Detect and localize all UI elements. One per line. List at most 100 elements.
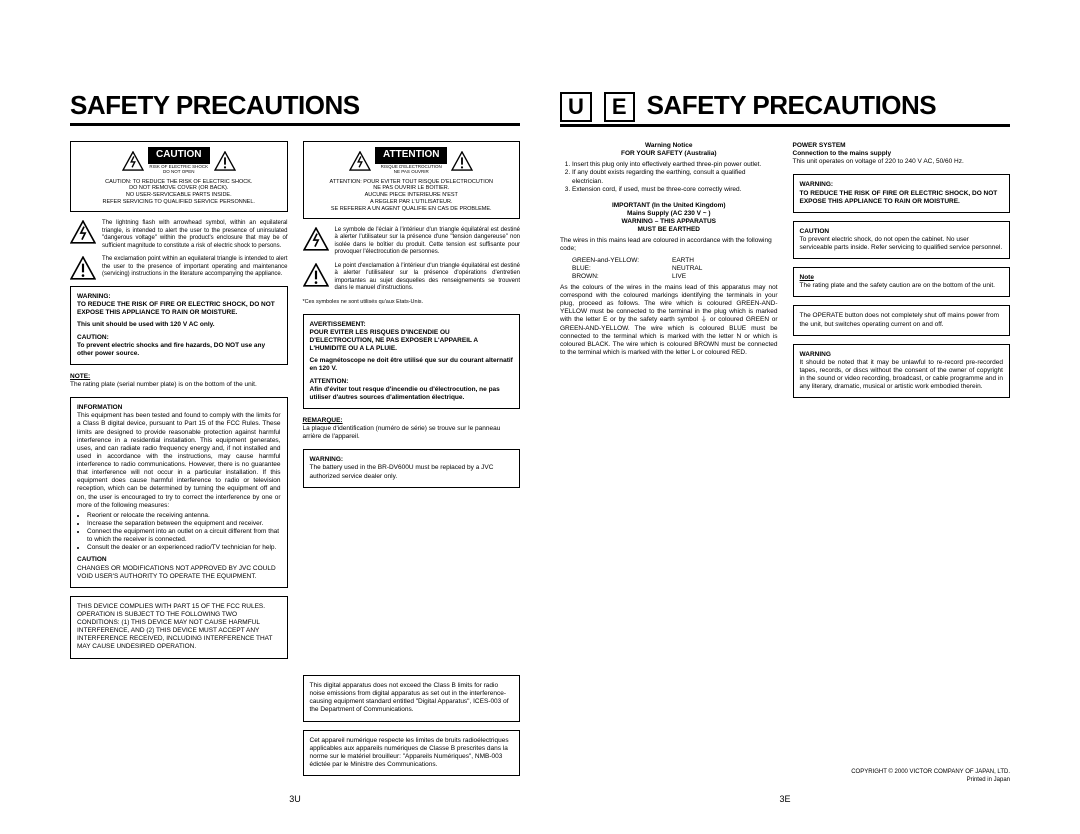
list-item: Connect the equipment into an outlet on … (87, 528, 281, 544)
excl-icon (451, 151, 473, 171)
aus-list: Insert this plug only into effectively e… (560, 161, 778, 194)
attn-sub2: NE PAS OUVRIR (375, 170, 447, 175)
warn-label-r: WARNING: (800, 181, 1004, 189)
caution-label-r: CAUTION (800, 228, 1004, 236)
operate-box: The OPERATE button does not completely s… (793, 305, 1011, 335)
caution-sub2: DO NOT OPEN (148, 170, 210, 175)
warning-box-1: WARNING: TO REDUCE THE RISK OF FIRE OR E… (70, 286, 288, 365)
list-item: Insert this plug only into effectively e… (572, 161, 778, 169)
uk-body: As the colours of the wires in the mains… (560, 284, 778, 357)
caution-body: CAUTION: TO REDUCE THE RISK OF ELECTRIC … (76, 179, 282, 207)
power-sub: Connection to the mains supply (793, 150, 1011, 158)
col-1: CAUTION RISK OF ELECTRIC SHOCK DO NOT OP… (70, 141, 288, 784)
fr-bolt-text: Le symbole de l'éclair à l'intérieur d'u… (335, 227, 521, 257)
attention-box: ATTENTION RISQUE D'ELECTROCUTION NE PAS … (303, 141, 521, 219)
note-body-r: The rating plate and the safety caution … (800, 282, 1004, 290)
columns-right: Warning Notice FOR YOUR SAFETY (Australi… (560, 142, 1010, 784)
digital-en: This digital apparatus does not exceed t… (310, 682, 514, 715)
unit-should: This unit should be used with 120 V AC o… (77, 321, 281, 329)
flag-e: E (604, 92, 635, 122)
warning2-box: WARNING: The battery used in the BR-DV60… (303, 449, 521, 487)
caution-body-2: To prevent electric shocks and fire haza… (77, 342, 281, 358)
caution2-body: CHANGES OR MODIFICATIONS NOT APPROVED BY… (77, 565, 281, 581)
attn-label-wrap: ATTENTION RISQUE D'ELECTROCUTION NE PAS … (375, 147, 447, 175)
attention-header: ATTENTION RISQUE D'ELECTROCUTION NE PAS … (309, 147, 515, 175)
caution-label-wrap: CAUTION RISK OF ELECTRIC SHOCK DO NOT OP… (148, 147, 210, 175)
excl-icon (303, 263, 329, 287)
wire-table: GREEN-and-YELLOW:EARTH BLUE:NEUTRAL BROW… (560, 257, 778, 281)
fr-bolt-row: Le symbole de l'éclair à l'intérieur d'u… (303, 227, 521, 257)
warn2-label: WARNING (800, 351, 1004, 359)
aus-sub: FOR YOUR SAFETY (Australia) (560, 150, 778, 158)
note-section: NOTE: The rating plate (serial number pl… (70, 373, 288, 389)
attn-label: ATTENTION (375, 147, 447, 164)
uk-sub2: WARNING – THIS APPARATUS (560, 218, 778, 226)
caution-box: CAUTION RISK OF ELECTRIC SHOCK DO NOT OP… (70, 141, 288, 212)
caution2-label: CAUTION (77, 556, 281, 564)
digital-fr-box: Cet appareil numérique respecte les limi… (303, 730, 521, 777)
bolt-icon (70, 220, 96, 244)
page-title-left: SAFETY PRECAUTIONS (70, 90, 360, 121)
excl-icon (214, 151, 236, 171)
caution-header: CAUTION RISK OF ELECTRIC SHOCK DO NOT OP… (76, 147, 282, 175)
power-section: POWER SYSTEM Connection to the mains sup… (793, 142, 1011, 166)
warning-label: WARNING: (77, 293, 281, 301)
remarque-section: REMARQUE: La plaque d'identification (nu… (303, 417, 521, 441)
operate-body: The OPERATE button does not completely s… (800, 312, 1004, 328)
note-box-r: Note The rating plate and the safety cau… (793, 267, 1011, 297)
digital-en-box: This digital apparatus does not exceed t… (303, 675, 521, 722)
digital-fr: Cet appareil numérique respecte les limi… (310, 737, 514, 770)
bolt-icon (349, 151, 371, 171)
list-item: Reorient or relocate the receiving anten… (87, 512, 281, 520)
warn-body-r: TO REDUCE THE RISK OF FIRE OR ELECTRIC S… (800, 190, 1004, 206)
col-2: ATTENTION RISQUE D'ELECTROCUTION NE PAS … (303, 141, 521, 784)
caution-body-r: To prevent electric shock, do not open t… (800, 236, 1004, 252)
right-page: U E SAFETY PRECAUTIONS Warning Notice FO… (560, 90, 1010, 804)
note-body: The rating plate (serial number plate) i… (70, 381, 288, 389)
table-row: BROWN:LIVE (572, 273, 778, 281)
avert-label: AVERTISSEMENT: (310, 321, 514, 329)
excl-icon (70, 256, 96, 280)
table-row: GREEN-and-YELLOW:EARTH (572, 257, 778, 265)
uk-intro: The wires in this mains lead are coloure… (560, 237, 778, 253)
title-bar-right: U E SAFETY PRECAUTIONS (560, 90, 1010, 127)
uk-title: IMPORTANT (In the United Kingdom) (560, 202, 778, 210)
power-label: POWER SYSTEM (793, 142, 1011, 150)
bolt-text: The lightning flash with arrowhead symbo… (102, 220, 288, 250)
remarque-body: La plaque d'identification (numéro de sé… (303, 425, 521, 441)
list-item: Extension cord, if used, must be three-c… (572, 186, 778, 194)
info-list: Reorient or relocate the receiving anten… (77, 512, 281, 553)
bolt-icon (303, 227, 329, 251)
part15-body: THIS DEVICE COMPLIES WITH PART 15 OF THE… (77, 603, 281, 652)
caution-box-r: CAUTION To prevent electric shock, do no… (793, 221, 1011, 259)
copyright-line2: Printed in Japan (793, 777, 1011, 785)
warning2-label: WARNING: (310, 456, 514, 464)
uk-sub3: MUST BE EARTHED (560, 226, 778, 234)
list-item: Increase the separation between the equi… (87, 520, 281, 528)
attn-body: ATTENTION: POUR EVITER TOUT RISQUE D'ELE… (309, 179, 515, 213)
col-r1: Warning Notice FOR YOUR SAFETY (Australi… (560, 142, 778, 784)
list-item: Consult the dealer or an experienced rad… (87, 544, 281, 552)
info-body: This equipment has been tested and found… (77, 412, 281, 510)
copyright-line1: COPYRIGHT © 2000 VICTOR COMPANY OF JAPAN… (793, 769, 1011, 777)
part15-box: THIS DEVICE COMPLIES WITH PART 15 OF THE… (70, 596, 288, 659)
warn-box-r: WARNING: TO REDUCE THE RISK OF FIRE OR E… (793, 174, 1011, 212)
page-title-right: SAFETY PRECAUTIONS (647, 90, 937, 121)
title-bar-left: SAFETY PRECAUTIONS (70, 90, 520, 126)
bolt-desc-row: The lightning flash with arrowhead symbo… (70, 220, 288, 250)
info-box: INFORMATION This equipment has been test… (70, 397, 288, 588)
info-label: INFORMATION (77, 404, 281, 412)
warn2-body: It should be noted that it may be unlawf… (800, 359, 1004, 392)
remarque-label: REMARQUE: (303, 417, 521, 425)
avert-body: POUR EVITER LES RISQUES D'INCENDIE OU D'… (310, 329, 514, 353)
fr-note: *Ces symboles ne sont utilisés qu'aux Et… (303, 299, 521, 306)
fr-excl-row: Le point d'exclamation à l'intérieur d'u… (303, 263, 521, 293)
page-number-right: 3E (560, 784, 1010, 804)
excl-desc-row: The exclamation point within an equilate… (70, 256, 288, 280)
aus-title: Warning Notice (560, 142, 778, 150)
note-label-r: Note (800, 274, 1004, 282)
uk-section: IMPORTANT (In the United Kingdom) Mains … (560, 202, 778, 357)
warning-body: TO REDUCE THE RISK OF FIRE OR ELECTRIC S… (77, 301, 281, 317)
caution-label: CAUTION (148, 147, 210, 164)
attn2-body: Afin d'éviter tout resque d'incendie ou … (310, 386, 514, 402)
